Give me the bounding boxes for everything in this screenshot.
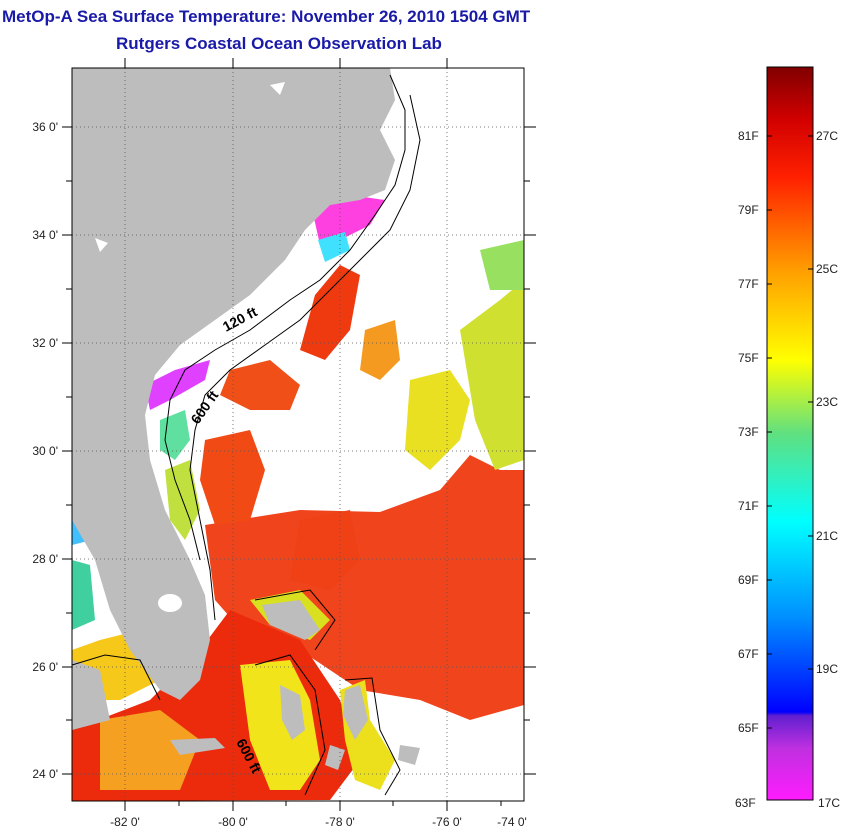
lon-tick-label: -80 0' xyxy=(218,815,248,829)
colorbar xyxy=(766,66,814,801)
colorbar-label-f: 69F xyxy=(738,573,759,587)
colorbar-label-f: 71F xyxy=(738,499,759,513)
lat-tick-label: 30 0' xyxy=(32,444,58,458)
lon-tick-label: -78 0' xyxy=(325,815,355,829)
colorbar-ticks xyxy=(767,135,813,729)
map-title: MetOp-A Sea Surface Temperature: Novembe… xyxy=(2,7,531,26)
colorbar-label-f: 63F xyxy=(735,796,756,810)
lat-tick-label: 26 0' xyxy=(32,660,58,674)
lat-tick-label: 28 0' xyxy=(32,552,58,566)
lat-tick-labels: 36 0' 34 0' 32 0' 30 0' 28 0' 26 0' 24 0… xyxy=(32,120,58,781)
colorbar-label-f: 67F xyxy=(738,647,759,661)
map-border xyxy=(71,67,525,802)
lat-tick-label: 34 0' xyxy=(32,228,58,242)
colorbar-label-f: 75F xyxy=(738,351,759,365)
colorbar-label-f: 77F xyxy=(738,277,759,291)
colorbar-label-c: 23C xyxy=(816,395,839,409)
lat-tick-label: 24 0' xyxy=(32,767,58,781)
lon-tick-label: -76 0' xyxy=(432,815,462,829)
lat-tick-label: 36 0' xyxy=(32,120,58,134)
colorbar-label-f: 65F xyxy=(738,721,759,735)
frame-ticks xyxy=(62,58,536,811)
colorbar-label-f: 73F xyxy=(738,425,759,439)
colorbar-label-c: 19C xyxy=(816,662,839,676)
grid-lines xyxy=(72,68,524,801)
colorbar-label-f: 79F xyxy=(738,203,759,217)
colorbar-label-c: 21C xyxy=(816,529,839,543)
lat-tick-label: 32 0' xyxy=(32,336,58,350)
isobath-contours xyxy=(71,74,421,796)
lon-tick-label: -74 0' xyxy=(497,815,527,829)
colorbar-label-c: 25C xyxy=(816,262,839,276)
lon-tick-labels: -82 0' -80 0' -78 0' -76 0' -74 0' xyxy=(110,815,527,829)
land-mass xyxy=(72,68,420,770)
colorbar-label-f: 81F xyxy=(738,129,759,143)
lon-tick-label: -82 0' xyxy=(110,815,140,829)
colorbar-label-c: 17C xyxy=(818,796,841,810)
map-subtitle: Rutgers Coastal Ocean Observation Lab xyxy=(116,34,442,53)
colorbar-label-c: 27C xyxy=(816,129,839,143)
